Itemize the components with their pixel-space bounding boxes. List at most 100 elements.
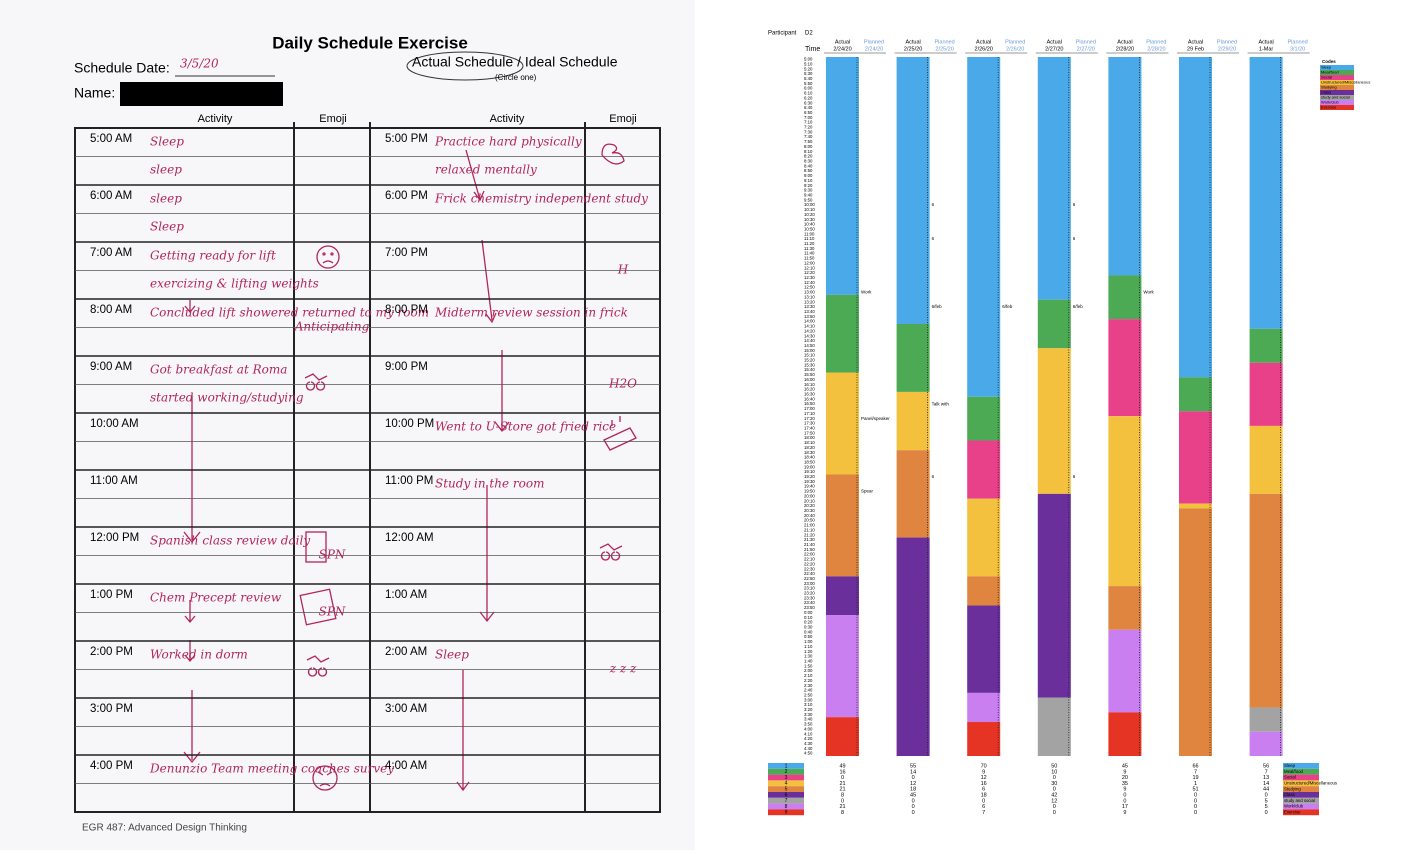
time-block: [967, 57, 1001, 397]
time: 16:40: [804, 396, 815, 401]
time: 23:40: [804, 600, 815, 605]
time: 7:30: [804, 129, 813, 134]
count: 17: [1122, 804, 1128, 810]
planned-date: 2/28/20: [1147, 46, 1165, 52]
actual-date: 2/25/20: [904, 46, 922, 52]
time: 6:20: [804, 95, 813, 100]
time: 6:30: [804, 100, 813, 105]
actual-label: Actual: [976, 39, 991, 45]
count: 21: [839, 781, 845, 787]
time: 2:00: [804, 668, 813, 673]
activity: Went to U-Store got fried rice: [435, 420, 616, 434]
time: 11:00: [804, 231, 815, 236]
legend-swatch: [1283, 797, 1319, 804]
time: 11:10: [804, 236, 815, 241]
code-swatch: [768, 774, 804, 781]
time: 11:50: [804, 256, 815, 261]
time: 11:20: [804, 241, 815, 246]
column-header: Activity: [198, 113, 233, 125]
time: 9:30: [804, 188, 813, 193]
time: 3:40: [804, 717, 813, 722]
time: 17:10: [804, 411, 815, 416]
time-block: [1108, 275, 1142, 320]
time: 3:10: [804, 702, 813, 707]
count: 0: [1123, 792, 1126, 798]
code-number: 1: [785, 763, 788, 769]
activity: Sleep: [150, 220, 184, 234]
code-number: 5: [785, 787, 788, 793]
note: 6: [1073, 202, 1076, 207]
count: 6: [982, 787, 985, 793]
time: 18:20: [804, 445, 815, 450]
paper: [0, 0, 695, 850]
time: 1:50: [804, 663, 813, 668]
time: 20:50: [804, 518, 815, 523]
count: 50: [1051, 763, 1057, 769]
legend-name: study and social: [1284, 798, 1315, 803]
time: 20:30: [804, 508, 815, 513]
time: 2:20: [804, 678, 813, 683]
time-block: [896, 450, 930, 538]
legend-name: Unstructured/Miscellaneous: [1321, 80, 1370, 85]
count: 35: [1122, 781, 1128, 787]
time: 16:10: [804, 382, 815, 387]
footer: EGR 487: Advanced Design Thinking: [82, 823, 247, 834]
planned-date: 2/24/20: [865, 46, 883, 52]
time-block: [1249, 707, 1283, 732]
activity: Practice hard physically: [434, 135, 582, 149]
time: 18:40: [804, 455, 815, 460]
time-block: [1037, 57, 1071, 300]
note: 6: [1073, 474, 1076, 479]
time: 1:10: [804, 644, 813, 649]
time-block: [1108, 629, 1142, 713]
time: 21:40: [804, 542, 815, 547]
time: 7:20: [804, 125, 813, 130]
legend-name: Meal/food: [1321, 70, 1339, 75]
legend-name: Class: [1284, 792, 1295, 797]
legend-name: Class: [1321, 90, 1331, 95]
time: 12:10: [804, 265, 815, 270]
planned-label: Planned: [1005, 39, 1025, 45]
time: 12:50: [804, 285, 815, 290]
form-title: Daily Schedule Exercise: [272, 33, 468, 52]
count: 42: [1051, 792, 1057, 798]
time: 6:50: [804, 110, 813, 115]
time: 20:10: [804, 498, 815, 503]
activity: Getting ready for lift: [150, 249, 276, 263]
time-block: [826, 372, 859, 475]
time-block: [826, 474, 859, 577]
time: 10:20: [804, 212, 815, 217]
time: 3:30: [804, 712, 813, 717]
planned-label: Planned: [1288, 39, 1308, 45]
time: 22:30: [804, 566, 815, 571]
time: 2:40: [804, 688, 813, 693]
time-block: [967, 605, 1001, 693]
time: 19:40: [804, 484, 815, 489]
emoji-text: SPN: [319, 605, 346, 619]
legend-name: Exercise: [1284, 810, 1301, 815]
legend-swatch: [1320, 65, 1354, 70]
time: 16:50: [804, 401, 815, 406]
time: 6:00: [804, 86, 813, 91]
code-swatch: [768, 792, 804, 798]
note: Work: [861, 290, 872, 295]
time: 8:10: [804, 149, 813, 154]
note: Spear: [861, 489, 874, 494]
time: 0:50: [804, 634, 813, 639]
planned-label: Planned: [1076, 39, 1096, 45]
time: 22:20: [804, 561, 815, 566]
time: 21:50: [804, 547, 815, 552]
time: 5:30: [804, 71, 813, 76]
emoji-text: H: [617, 263, 629, 277]
time: 2:30: [804, 683, 813, 688]
legend-name: Work/club: [1321, 100, 1339, 105]
legend-swatch: [1320, 75, 1354, 80]
time: 17:50: [804, 430, 815, 435]
note: 6/feb: [1002, 304, 1013, 309]
time: 19:10: [804, 469, 815, 474]
time-block: [1249, 731, 1283, 756]
time: 5:50: [804, 81, 813, 86]
note: 6/feb: [932, 304, 943, 309]
planned-label: Planned: [864, 39, 884, 45]
time-block: [967, 498, 1001, 577]
